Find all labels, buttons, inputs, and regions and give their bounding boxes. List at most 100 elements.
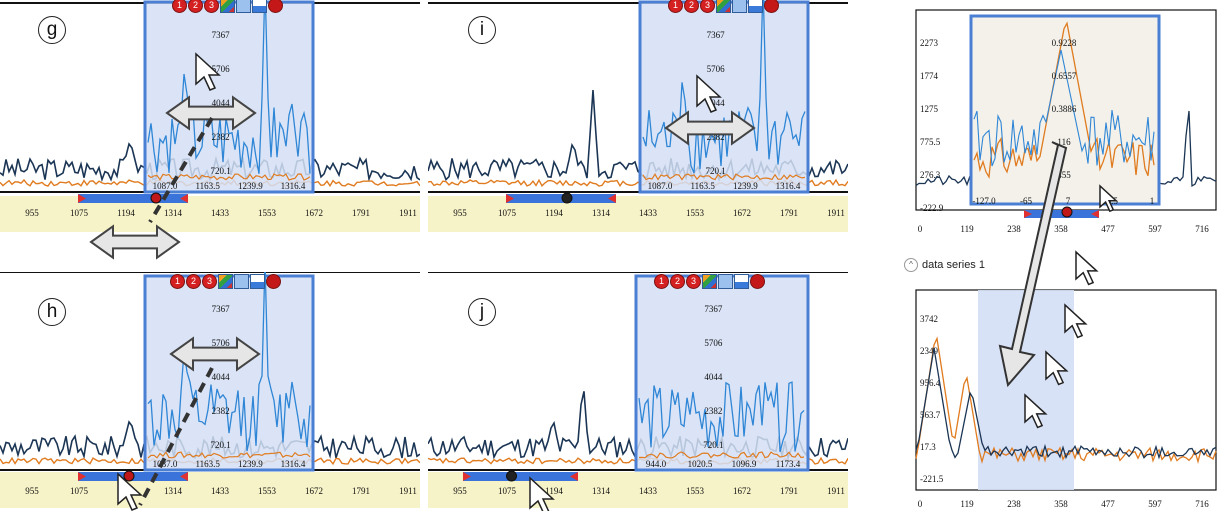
lens-toolbar: 1 2 3 <box>668 0 779 13</box>
x-axis-strip <box>428 196 848 232</box>
x-tick-label: 1791 <box>352 208 370 218</box>
series-header: ^ data series 1 <box>904 258 985 272</box>
x-tick-label: 1672 <box>305 486 323 496</box>
lens-x-label: 1087.0 <box>153 181 178 191</box>
toolbar-button-3[interactable]: 3 <box>204 0 219 13</box>
toolbar-button-1[interactable]: 1 <box>170 274 185 289</box>
toolbar-button-2[interactable]: 2 <box>684 0 699 13</box>
toolbar-button-2[interactable]: 2 <box>670 274 685 289</box>
minimize-icon[interactable] <box>250 274 265 289</box>
lens-x-label: 1173.4 <box>776 459 801 469</box>
close-icon[interactable] <box>268 0 283 13</box>
toolbar-button-2[interactable]: 2 <box>186 274 201 289</box>
toolbar-button-1[interactable]: 1 <box>668 0 683 13</box>
slider-right-handle <box>570 472 578 481</box>
y-tick-label: 563.7 <box>920 410 941 420</box>
x-tick-label: 0 <box>918 224 923 234</box>
palette-icon[interactable] <box>218 274 233 289</box>
x-tick-label: 1314 <box>592 486 611 496</box>
x-tick-label: 716 <box>1195 224 1209 234</box>
minimize-icon[interactable] <box>748 0 763 13</box>
y-tick-label: 3742 <box>920 314 938 324</box>
grid-icon[interactable] <box>718 274 733 289</box>
lens-y-label: 0.3886 <box>1052 104 1077 114</box>
slider-left-handle <box>78 194 86 203</box>
lens-x-label: 1239.9 <box>238 459 263 469</box>
x-tick-label: 1433 <box>211 208 230 218</box>
lens-orange-line <box>638 451 805 459</box>
toolbar-button-2[interactable]: 2 <box>188 0 203 13</box>
lens-x-label: 944.0 <box>646 459 667 469</box>
grid-icon[interactable] <box>234 274 249 289</box>
x-tick-label: 1075 <box>70 208 89 218</box>
x-tick-label: 1672 <box>305 208 323 218</box>
toolbar-button-3[interactable]: 3 <box>686 274 701 289</box>
lens-y-label: 720.1 <box>210 166 230 176</box>
lens-x-label: 1087.0 <box>153 459 178 469</box>
slider-knob <box>506 470 517 482</box>
x-tick-label: 955 <box>453 208 467 218</box>
x-tick-label: 477 <box>1101 499 1115 509</box>
toolbar-button-3[interactable]: 3 <box>202 274 217 289</box>
close-icon[interactable] <box>764 0 779 13</box>
close-icon[interactable] <box>266 274 281 289</box>
lens-y-label: 7367 <box>212 304 231 314</box>
lens-y-label: 0.9228 <box>1052 38 1077 48</box>
palette-icon[interactable] <box>716 0 731 13</box>
lens-x-label: 56.5 <box>1102 196 1118 206</box>
palette-icon[interactable] <box>702 274 717 289</box>
x-tick-label: 1911 <box>827 208 845 218</box>
slider-knob <box>123 470 135 482</box>
grid-icon[interactable] <box>732 0 747 13</box>
lens-y-label: 7367 <box>707 30 726 40</box>
x-tick-label: 716 <box>1195 499 1209 509</box>
x-tick-label: 238 <box>1007 224 1021 234</box>
y-tick-label: -222.9 <box>920 203 944 213</box>
lens-x-label: 1316.4 <box>281 181 306 191</box>
lens-x-label: -127.0 <box>972 196 996 206</box>
x-tick-label: 1911 <box>399 208 417 218</box>
toolbar-button-1[interactable]: 1 <box>172 0 187 13</box>
series-title: data series 1 <box>922 258 985 271</box>
panel-badge: g <box>38 16 66 44</box>
grid-icon[interactable] <box>236 0 251 13</box>
lens-y-label: 5706 <box>704 338 723 348</box>
palette-icon[interactable] <box>220 0 235 13</box>
x-tick-label: 1194 <box>545 208 563 218</box>
panel-badge: i <box>468 16 496 44</box>
x-tick-label: 1911 <box>399 486 417 496</box>
minimize-icon[interactable] <box>734 274 749 289</box>
lens-y-label: 4044 <box>212 372 231 382</box>
lens-y-label: 720.1 <box>210 440 230 450</box>
x-tick-label: 1433 <box>639 208 658 218</box>
y-tick-label: 956.4 <box>920 378 941 388</box>
x-tick-label: 955 <box>453 486 467 496</box>
x-tick-label: 119 <box>960 499 974 509</box>
lens-x-label: 1239.9 <box>238 181 263 191</box>
lens-y-label: 5706 <box>707 64 726 74</box>
x-tick-label: 358 <box>1054 499 1068 509</box>
minimize-icon[interactable] <box>252 0 267 13</box>
y-tick-label: 775.5 <box>920 137 941 147</box>
panel-badge: j <box>468 298 496 326</box>
slider-right-handle <box>1091 210 1099 218</box>
x-tick-label: 1672 <box>733 486 751 496</box>
panel-i: 7367 5706 4044 2382 720.1 1087.0 1163.5 1239.9 1… <box>428 0 848 240</box>
lens-y-label: 4044 <box>212 98 231 108</box>
selection-region <box>978 290 1074 490</box>
collapse-icon[interactable]: ^ <box>904 258 918 272</box>
lens-x-label: 1163.5 <box>195 181 220 191</box>
close-icon[interactable] <box>750 274 765 289</box>
y-tick-label: 17.3 <box>920 442 936 452</box>
panel-badge: h <box>38 298 66 326</box>
toolbar-button-3[interactable]: 3 <box>700 0 715 13</box>
x-tick-label: 1314 <box>164 486 183 496</box>
x-tick-label: 1672 <box>733 208 751 218</box>
chart-right[interactable]: 2273 1774 1275 775.5 276.3 -222.9 0 119 238 358 47… <box>896 0 1219 511</box>
toolbar-button-1[interactable]: 1 <box>654 274 669 289</box>
lens-y-label: 0.6557 <box>1052 71 1077 81</box>
x-tick-label: 1194 <box>117 486 135 496</box>
x-tick-label: 1075 <box>498 208 517 218</box>
x-tick-label: 358 <box>1054 224 1068 234</box>
